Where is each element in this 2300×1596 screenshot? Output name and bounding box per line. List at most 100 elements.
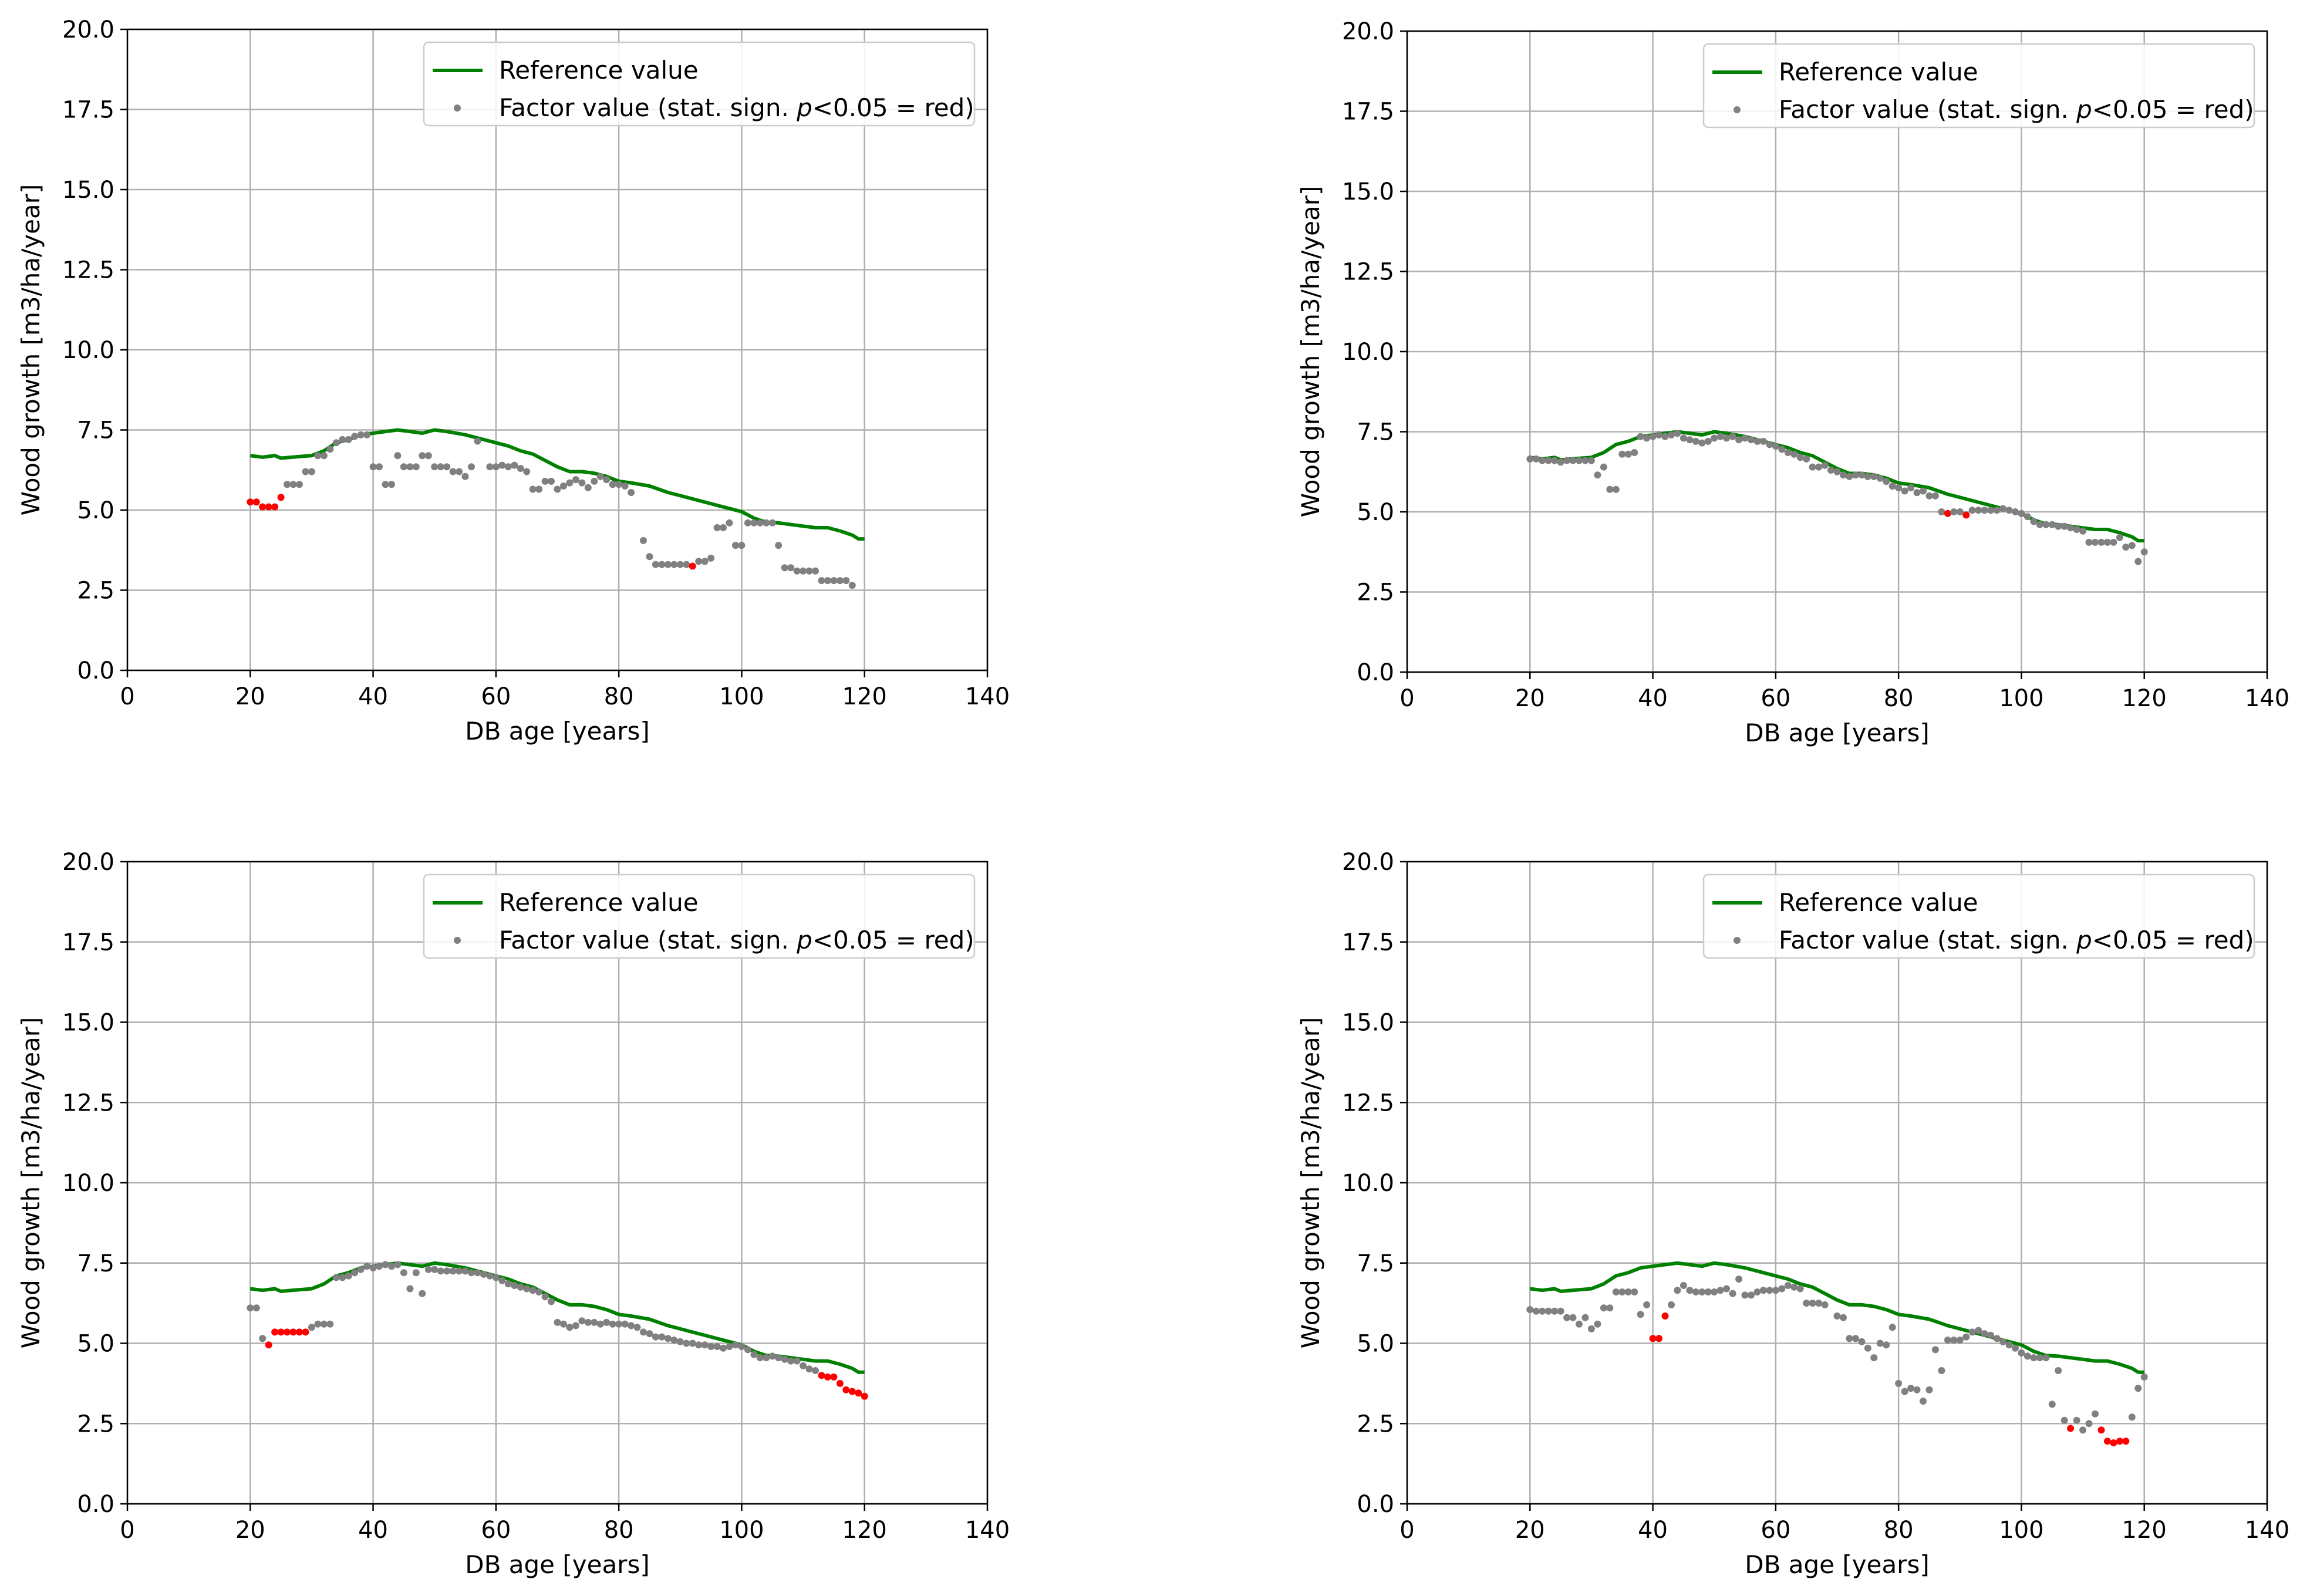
factor-point [443,1267,451,1275]
y-tick-label: 20.0 [1342,18,1394,45]
factor-point [314,1320,322,1328]
factor-point [1631,1288,1638,1295]
factor-point [345,436,352,443]
factor-point [1753,1288,1761,1295]
factor-point [1821,1301,1829,1308]
factor-point [1827,467,1834,474]
factor-point [247,1304,254,1312]
factor-point-significant [855,1389,862,1397]
x-tick-label: 140 [2245,1517,2289,1544]
x-tick-label: 100 [1999,1517,2043,1544]
factor-point [431,1266,439,1273]
y-tick-label: 2.5 [77,1411,114,1438]
factor-point [1993,507,2001,514]
factor-points [247,1261,868,1400]
factor-point [720,1344,727,1352]
factor-point [461,1267,469,1275]
factor-point [1809,1300,1816,1307]
legend: Reference value Factor value (stat. sign.… [423,873,976,959]
x-tick-label: 140 [2245,685,2289,712]
x-tick-label: 120 [2122,685,2167,712]
legend-reference-label: Reference value [1779,58,1978,86]
factor-point [339,1274,346,1281]
factor-point [1674,1287,1681,1294]
y-tick-label: 2.5 [77,578,114,605]
legend-factor-label: Factor value (stat. sign. p<0.05 = red) [499,926,974,954]
factor-point [1557,458,1564,466]
factor-point [1803,1300,1810,1307]
factor-point-significant [2097,1426,2105,1434]
factor-point [1551,457,1559,464]
factor-point [633,1324,641,1331]
factor-point [1790,450,1798,458]
y-tick-label: 17.5 [62,929,114,956]
factor-point [2085,538,2093,546]
factor-point [1624,450,1632,458]
factor-point [424,1266,432,1273]
factor-point-significant [302,1328,309,1336]
y-tick-label: 10.0 [62,1170,114,1197]
factor-point [1870,1354,1878,1362]
factor-point [836,577,844,585]
factor-point [670,1337,678,1344]
factor-point [1876,474,1884,482]
x-tick-label: 60 [1761,685,1790,712]
factor-point [2055,1367,2062,1374]
factor-point [382,481,389,488]
factor-point [320,452,328,460]
factor-point [1784,449,1792,456]
factor-point-significant [296,1328,303,1336]
factor-point [1821,461,1829,469]
factor-point [842,577,850,585]
legend-factor-label-prefix: Factor value (stat. sign. [499,926,797,954]
factor-point [2128,542,2136,549]
factor-point [652,1333,659,1341]
factor-point [1753,437,1761,445]
factor-point [652,561,659,568]
factor-point [1852,1335,1859,1342]
factor-point-significant [247,498,254,506]
factor-point [1569,457,1577,464]
y-axis-label: Wood growth [m3/ha/year] [1296,1017,1325,1349]
factor-point [1698,439,1706,447]
factor-point [523,1285,531,1293]
factor-point-significant [842,1386,850,1393]
factor-point [781,564,788,572]
factor-point [431,463,439,471]
y-tick-label: 12.5 [62,257,114,284]
factor-point [664,1335,672,1342]
factor-point-significant [2067,1425,2075,1432]
y-tick-label: 17.5 [1342,929,1394,956]
factor-point [1815,463,1823,471]
factor-point [744,1346,751,1354]
y-tick-label: 5.0 [77,1331,114,1358]
factor-point [523,468,531,475]
factor-point-significant [830,1373,838,1381]
factor-point [1704,437,1712,445]
factor-point [1840,1314,1847,1321]
factor-point [787,1357,795,1365]
factor-point [596,1320,604,1328]
factor-point [775,1354,783,1362]
factor-point [750,519,758,527]
factor-point [1864,473,1871,480]
factor-point [1563,457,1571,464]
y-tick-label: 17.5 [1342,99,1394,126]
factor-points [1526,1276,2148,1447]
factor-point [326,1320,334,1328]
factor-point-significant [252,498,260,506]
factor-point [1907,484,1915,491]
x-axis-label: DB age [years] [465,1550,649,1579]
factor-point [1748,436,1755,444]
factor-point [1895,484,1903,491]
factor-point [2030,1354,2038,1362]
factor-point [1968,1328,1976,1336]
factor-point [1840,471,1847,479]
factor-point [596,473,604,480]
factor-point [1594,471,1601,479]
factor-point [621,1320,629,1328]
y-tick-label: 15.0 [62,177,114,204]
legend: Reference value Factor value (stat. sign.… [423,41,976,127]
factor-point [369,1264,377,1271]
factor-point [1643,1301,1651,1308]
